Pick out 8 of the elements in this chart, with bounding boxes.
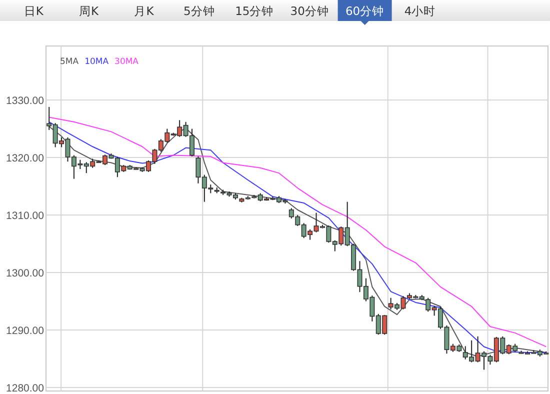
y-tick-label: 1320.00: [6, 152, 44, 165]
tab-bar: 日K 周K 月K 5分钟 15分钟 30分钟 60分钟 4小时: [0, 0, 550, 25]
y-tick-label: 1310.00: [6, 210, 44, 222]
y-tick-label: 1330.00: [6, 95, 44, 108]
y-tick-label: 1280.00: [6, 382, 44, 394]
y-tick-label: 1300.00: [6, 268, 44, 280]
legend: 5MA 10MA 30MA: [60, 57, 138, 67]
y-tick-label: 1290.00: [6, 325, 44, 338]
